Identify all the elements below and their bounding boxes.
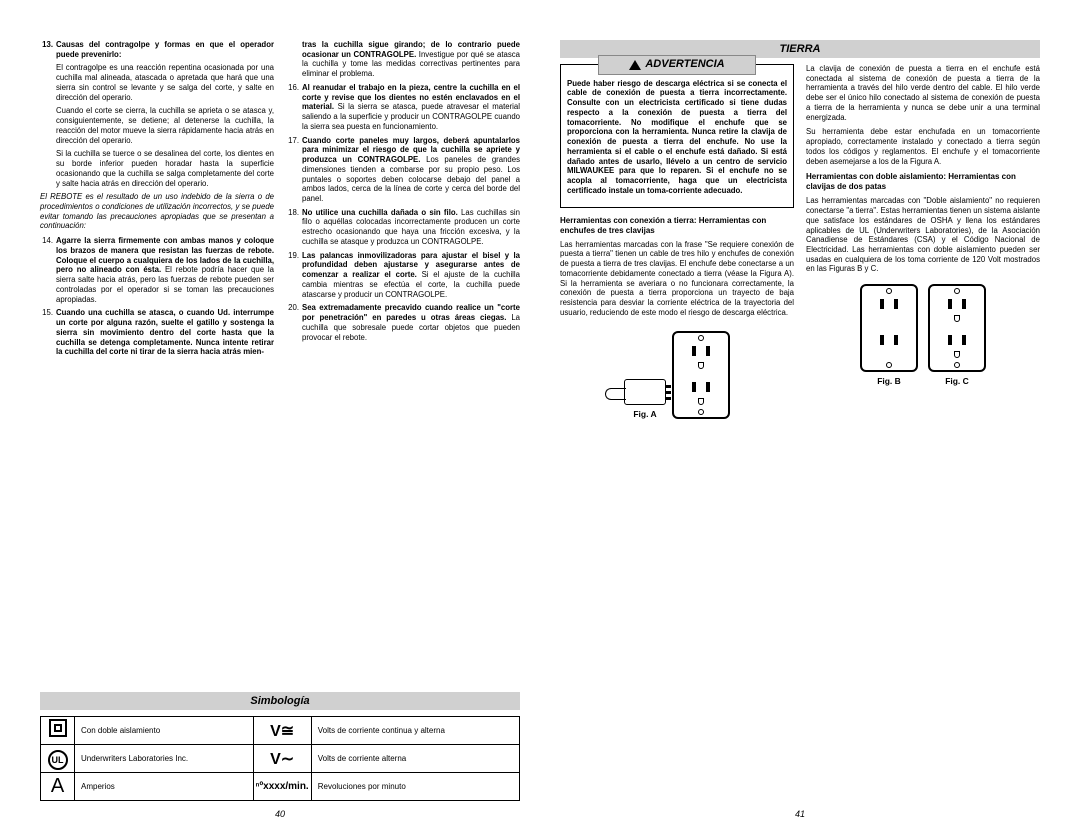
outlet-a-icon [672, 331, 730, 419]
para1: Las herramientas marcadas con la frase "… [560, 240, 794, 318]
warning-icon [629, 60, 641, 70]
page-number: 41 [560, 809, 1040, 819]
item-body: Cuando el corte se cierra, la cuchilla s… [56, 106, 274, 145]
para2: La clavija de conexión de puesta a tierr… [806, 64, 1040, 122]
item-bold: Causas del contragolpe y formas en que e… [56, 40, 274, 59]
warning-box: ADVERTENCIA Puede haber riesgo de descar… [560, 64, 794, 208]
page-41: TIERRA ADVERTENCIA Puede haber riesgo de… [540, 40, 1040, 819]
simbologia-header: Simbología [40, 692, 520, 710]
page-40: 13.Causas del contragolpe y formas en qu… [40, 40, 540, 819]
item-body: El contragolpe es una reacción repentina… [56, 63, 274, 102]
para4: Las herramientas marcadas con "Doble ais… [806, 196, 1040, 274]
simbologia-block: Simbología Con doble aislamiento V≅ Volt… [40, 692, 520, 801]
outlet-c-icon [928, 284, 986, 372]
italic-note: El REBOTE es el resultado de un uso inde… [40, 192, 274, 231]
left-columns: 13.Causas del contragolpe y formas en qu… [40, 40, 520, 682]
sub1: Herramientas con conexión a tierra: Herr… [560, 216, 794, 236]
sub2: Herramientas con doble aislamiento: Herr… [806, 172, 1040, 192]
outlet-b-icon [860, 284, 918, 372]
item-num: 13. [40, 40, 56, 59]
page-number: 40 [40, 809, 520, 819]
advertencia-label: ADVERTENCIA [598, 55, 756, 75]
right-col1: ADVERTENCIA Puede haber riesgo de descar… [560, 64, 794, 801]
ul-icon: UL [48, 750, 68, 770]
left-col2: tras la cuchilla sigue girando; de lo co… [286, 40, 520, 682]
right-columns: ADVERTENCIA Puede haber riesgo de descar… [560, 64, 1040, 801]
left-col1: 13.Causas del contragolpe y formas en qu… [40, 40, 274, 682]
figures-bc: Fig. B Fig. C [806, 284, 1040, 387]
simbologia-table: Con doble aislamiento V≅ Volts de corrie… [40, 716, 520, 801]
double-insulation-icon [49, 719, 67, 737]
para3: Su herramienta debe estar enchufada en u… [806, 127, 1040, 166]
warning-text: Puede haber riesgo de descarga eléctrica… [567, 79, 787, 196]
plug-icon [624, 379, 666, 405]
item-body: Si la cuchilla se tuerce o se desalinea … [56, 149, 274, 188]
figure-a: Fig. A [560, 331, 794, 419]
right-col2: La clavija de conexión de puesta a tierr… [806, 64, 1040, 801]
